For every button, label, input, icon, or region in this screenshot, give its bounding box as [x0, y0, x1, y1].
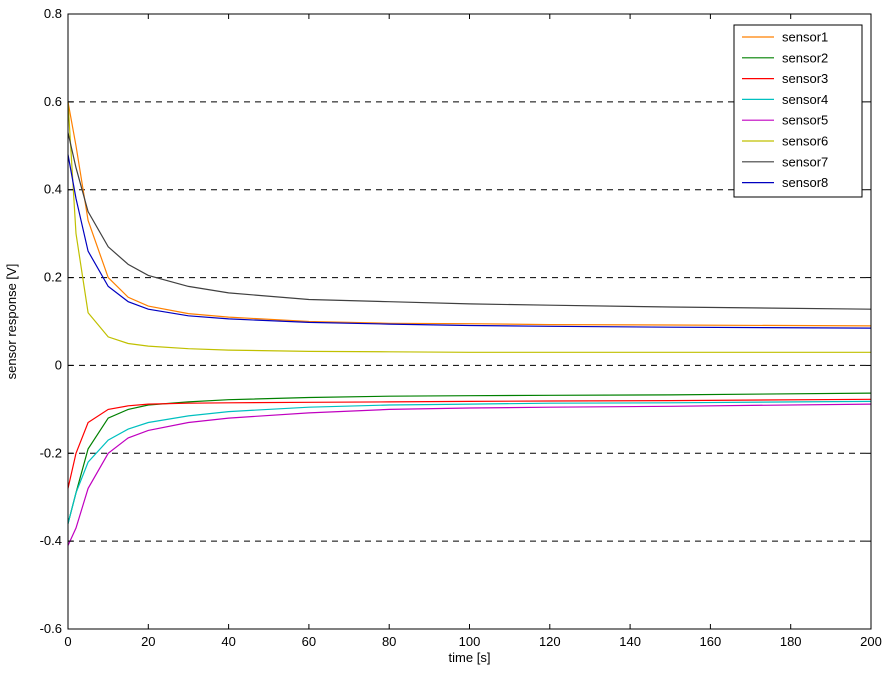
legend-label-sensor1: sensor1 — [782, 30, 828, 45]
y-tick-label: -0.6 — [40, 621, 62, 636]
y-tick-label: 0 — [55, 357, 62, 372]
y-tick-label: 0.8 — [44, 6, 62, 21]
x-tick-label: 0 — [64, 634, 71, 649]
series-line-sensor8 — [67, 154, 872, 329]
axis-ticks: 0 20 40 60 80 100 120 140 160 180 200 -0.6 -0.4 -0.2 0… — [40, 6, 882, 649]
y-tick-label: 0.2 — [44, 270, 62, 285]
legend-label-sensor8: sensor8 — [782, 175, 828, 190]
x-axis-label: time [s] — [449, 650, 491, 665]
y-tick-label: -0.2 — [40, 445, 62, 460]
legend-label-sensor5: sensor5 — [782, 113, 828, 128]
x-tick-label: 60 — [302, 634, 316, 649]
y-tick-label: -0.4 — [40, 533, 62, 548]
y-tick-label: 0.4 — [44, 182, 62, 197]
x-tick-label: 160 — [700, 634, 722, 649]
series-line-sensor6 — [67, 101, 871, 353]
series-line-sensor1 — [67, 101, 872, 327]
gridlines — [68, 101, 871, 542]
legend-label-sensor4: sensor4 — [782, 92, 828, 107]
x-tick-label: 140 — [619, 634, 641, 649]
legend-box — [733, 24, 863, 198]
y-axis-label: sensor response [V] — [4, 264, 19, 380]
series-line-sensor7 — [67, 132, 872, 310]
x-tick-label: 40 — [221, 634, 235, 649]
legend-label-sensor6: sensor6 — [782, 134, 828, 149]
y-tick-label: 0.6 — [44, 94, 62, 109]
legend: sensor1 sensor2 sensor3 sensor4 sensor5 senso… — [733, 24, 863, 198]
legend-label-sensor7: sensor7 — [782, 154, 828, 169]
legend-label-sensor2: sensor2 — [782, 50, 828, 65]
series-line-sensor4 — [67, 400, 872, 524]
x-tick-label: 200 — [860, 634, 882, 649]
x-tick-label: 80 — [382, 634, 396, 649]
x-tick-label: 120 — [539, 634, 561, 649]
series-line-sensor3 — [67, 398, 872, 489]
series-line-sensor5 — [67, 403, 872, 546]
x-tick-label: 180 — [780, 634, 802, 649]
x-tick-label: 100 — [459, 634, 481, 649]
x-tick-label: 20 — [141, 634, 155, 649]
series-lines — [67, 101, 872, 546]
legend-label-sensor3: sensor3 — [782, 71, 828, 86]
series-line-sensor2 — [67, 392, 872, 524]
